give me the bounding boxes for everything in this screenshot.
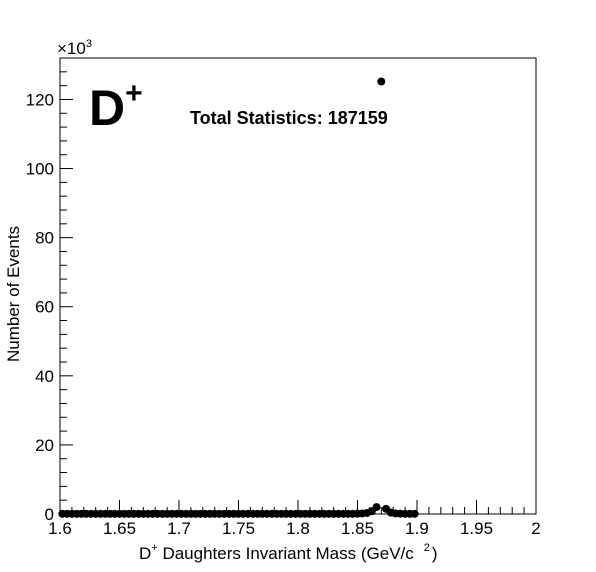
data-point <box>410 509 419 518</box>
x-axis-title-d: D <box>139 544 151 563</box>
x-axis-tick-labels: 1.6 1.65 1.7 1.75 1.8 1.85 1.9 1.95 2 <box>48 519 541 538</box>
particle-label-sup: + <box>125 77 143 110</box>
y-tick-label: 0 <box>45 505 54 524</box>
y-tick-label: 40 <box>35 367 54 386</box>
x-tick-label: 2 <box>531 519 540 538</box>
x-tick-label: 1.75 <box>222 519 255 538</box>
x-axis-title-sup: + <box>151 542 157 554</box>
y-axis-multiplier: ×103 <box>57 38 92 58</box>
x-axis-title: D+ Daughters Invariant Mass (GeV/c 2) <box>139 542 438 563</box>
x-tick-label: 1.65 <box>103 519 136 538</box>
stats-text: Total Statistics: 187159 <box>190 108 388 128</box>
x-axis-title-rest: Daughters Invariant Mass (GeV/c <box>158 544 415 563</box>
y-tick-label: 20 <box>35 436 54 455</box>
y-axis-tick-labels: 0 20 40 60 80 100 120 <box>26 90 54 524</box>
y-multiplier-base: ×10 <box>57 39 86 58</box>
x-tick-label: 1.6 <box>48 519 72 538</box>
data-points <box>58 77 419 518</box>
y-axis-title: Number of Events <box>4 226 23 362</box>
x-tick-label: 1.9 <box>405 519 429 538</box>
data-point <box>377 77 386 86</box>
x-tick-label: 1.85 <box>341 519 374 538</box>
y-tick-label: 120 <box>26 90 54 109</box>
y-multiplier-exponent: 3 <box>86 38 92 50</box>
particle-label: D+ <box>89 77 143 136</box>
y-tick-label: 100 <box>26 160 54 179</box>
y-tick-label: 60 <box>35 298 54 317</box>
y-tick-label: 80 <box>35 229 54 248</box>
x-tick-label: 1.8 <box>286 519 310 538</box>
data-point <box>372 503 381 512</box>
x-tick-label: 1.7 <box>167 519 191 538</box>
particle-label-main: D <box>89 80 125 136</box>
x-axis-title-close: ) <box>432 544 438 563</box>
y-axis-ticks <box>60 57 73 515</box>
x-tick-label: 1.95 <box>460 519 493 538</box>
x-axis-title-sup2: 2 <box>424 542 430 554</box>
